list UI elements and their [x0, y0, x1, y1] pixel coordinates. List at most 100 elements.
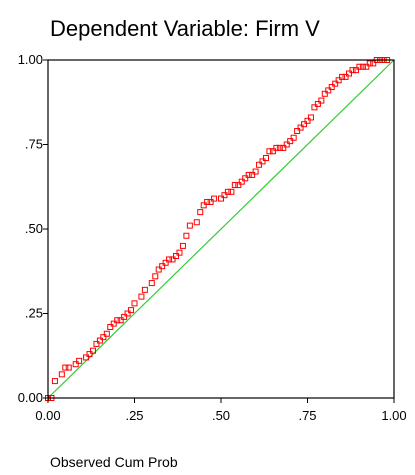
- data-point: [65, 364, 72, 371]
- data-point: [148, 280, 155, 287]
- data-point: [321, 90, 328, 97]
- data-point: [86, 351, 93, 358]
- data-point: [166, 256, 173, 263]
- data-point: [249, 171, 256, 178]
- data-point: [152, 273, 159, 280]
- data-point: [259, 158, 266, 165]
- data-point: [318, 97, 325, 104]
- data-point: [349, 67, 356, 74]
- data-point: [245, 171, 252, 178]
- data-point: [103, 330, 110, 337]
- data-point: [356, 63, 363, 70]
- data-point: [162, 259, 169, 266]
- data-point: [342, 73, 349, 80]
- data-point: [183, 232, 190, 239]
- data-point: [96, 337, 103, 344]
- data-point: [169, 256, 176, 263]
- data-point: [301, 121, 308, 128]
- data-point: [256, 161, 263, 168]
- data-point: [294, 127, 301, 134]
- data-point: [304, 117, 311, 124]
- data-point: [138, 293, 145, 300]
- data-point: [276, 144, 283, 151]
- data-point: [221, 192, 228, 199]
- x-tick-label: .25: [125, 408, 143, 423]
- data-point: [339, 73, 346, 80]
- data-points: [45, 57, 391, 401]
- data-point: [273, 144, 280, 151]
- data-point: [193, 219, 200, 226]
- data-point: [83, 354, 90, 361]
- data-point: [114, 317, 121, 324]
- data-point: [211, 195, 218, 202]
- data-point: [283, 141, 290, 148]
- data-point: [173, 253, 180, 260]
- data-point: [370, 60, 377, 67]
- data-point: [332, 80, 339, 87]
- data-point: [204, 198, 211, 205]
- data-point: [311, 104, 318, 111]
- data-point: [238, 178, 245, 185]
- data-point: [218, 195, 224, 202]
- data-point: [155, 266, 162, 273]
- data-point: [110, 320, 117, 327]
- data-point: [131, 300, 138, 307]
- reference-line: [47, 59, 395, 399]
- y-axis: 0.00 .25 .50 .75 1.00: [18, 52, 48, 405]
- data-point: [328, 84, 335, 91]
- data-point: [359, 63, 366, 70]
- data-point: [297, 124, 304, 131]
- data-point: [290, 134, 297, 141]
- data-point: [314, 100, 321, 107]
- x-tick-label: .75: [298, 408, 316, 423]
- data-point: [62, 364, 69, 371]
- data-point: [280, 144, 287, 151]
- data-point: [231, 182, 238, 189]
- data-point: [72, 361, 79, 368]
- y-tick-label: .25: [25, 306, 43, 321]
- data-point: [128, 307, 135, 314]
- data-point: [89, 347, 96, 354]
- data-point: [117, 317, 124, 324]
- data-point: [197, 209, 204, 216]
- data-point: [363, 63, 370, 70]
- y-tick-label: 1.00: [18, 52, 43, 67]
- x-tick-label: 1.00: [381, 408, 406, 423]
- data-point: [100, 334, 107, 341]
- data-point: [200, 202, 207, 209]
- x-axis: 0.00 .25 .50 .75 1.00: [35, 398, 407, 423]
- data-point: [176, 249, 183, 256]
- x-axis-label: Observed Cum Prob: [50, 454, 178, 470]
- data-point: [262, 155, 269, 162]
- data-point: [159, 263, 166, 270]
- data-point: [235, 182, 242, 189]
- data-point: [224, 188, 231, 195]
- data-point: [266, 148, 273, 155]
- data-point: [252, 168, 259, 175]
- data-point: [366, 60, 373, 67]
- data-point: [141, 286, 148, 293]
- data-point: [325, 87, 332, 94]
- data-point: [179, 242, 186, 249]
- data-point: [121, 313, 128, 320]
- data-point: [107, 324, 114, 331]
- data-point: [346, 70, 353, 77]
- x-tick-label: .50: [212, 408, 230, 423]
- data-point: [93, 340, 100, 347]
- data-point: [242, 175, 249, 182]
- data-point: [335, 77, 342, 84]
- data-point: [228, 188, 235, 195]
- y-tick-label: .75: [25, 137, 43, 152]
- data-point: [51, 378, 58, 385]
- y-tick-label: 0.00: [18, 390, 43, 405]
- data-point: [58, 371, 65, 378]
- data-point: [207, 198, 214, 205]
- chart-title: Dependent Variable: Firm V: [50, 16, 320, 41]
- x-tick-label: 0.00: [35, 408, 60, 423]
- data-point: [307, 114, 314, 121]
- data-point: [186, 222, 193, 229]
- data-point: [269, 148, 276, 155]
- data-point: [352, 67, 359, 74]
- data-point: [287, 138, 294, 145]
